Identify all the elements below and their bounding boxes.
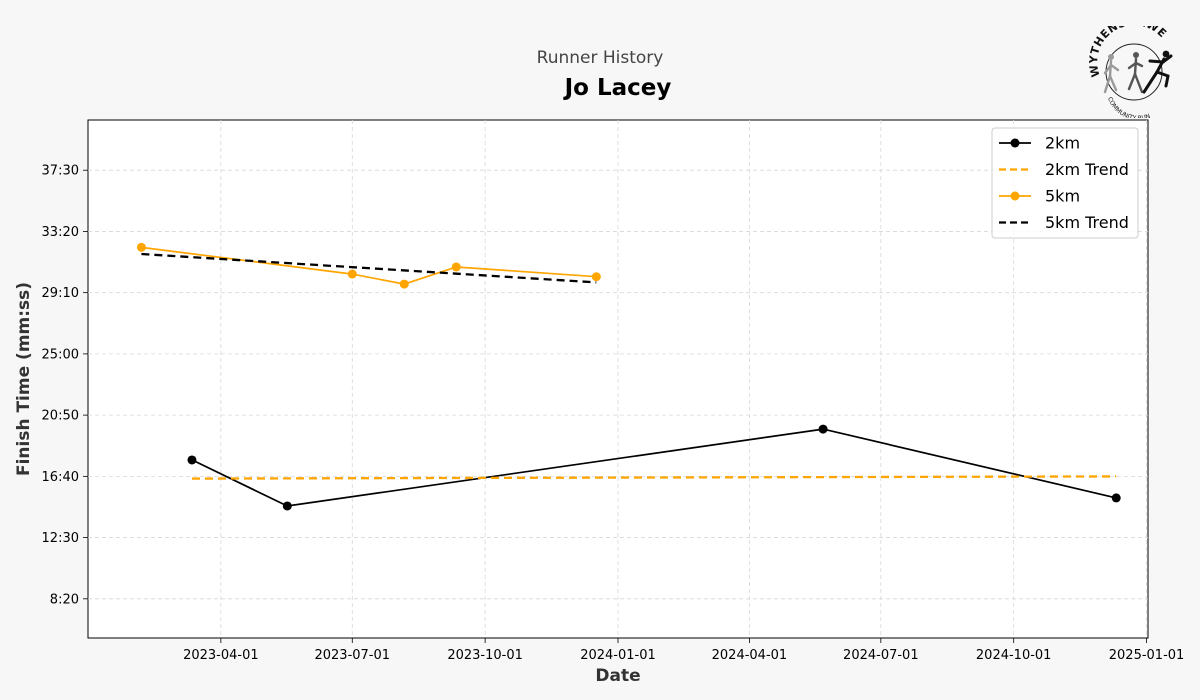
data-point-5km: [451, 262, 461, 272]
data-point-2km: [1111, 493, 1121, 503]
series-2km-trend: [191, 475, 1117, 480]
y-tick-label: 8:20: [50, 592, 79, 607]
data-point-2km: [187, 455, 197, 465]
y-tick-label: 20:50: [42, 409, 79, 424]
data-point-5km: [591, 272, 601, 282]
chart-title: Jo Lacey: [563, 75, 672, 101]
series-2km: [187, 424, 1121, 511]
wythenshawe-logo: WYTHENSHAWE COMMUNITY RUN: [1087, 26, 1173, 118]
y-tick-label: 37:30: [42, 164, 79, 179]
runner-silhouettes: [1103, 50, 1173, 94]
x-axis-label: Date: [595, 666, 640, 686]
legend-box: [991, 127, 1139, 239]
chart-supertitle: Runner History: [537, 48, 664, 68]
y-tick-label: 25:00: [42, 347, 79, 362]
y-tick-label: 29:10: [42, 286, 79, 301]
legend-label: 5km Trend: [1045, 213, 1129, 232]
legend-item: 5km Trend: [999, 213, 1129, 232]
x-tick-label: 2023-04-01: [183, 648, 259, 663]
y-tick-label: 33:20: [42, 225, 79, 240]
series-line-5km-trend: [141, 252, 597, 284]
y-axis-label: Finish Time (mm:ss): [14, 282, 34, 476]
x-tick-label: 2024-10-01: [976, 648, 1052, 663]
x-tick-label: 2025-01-01: [1109, 648, 1185, 663]
x-tick-label: 2024-07-01: [843, 648, 919, 663]
series-line-2km-trend: [191, 475, 1117, 480]
data-point-2km: [818, 424, 828, 434]
legend-marker: [1010, 138, 1020, 148]
grid-lines: [88, 120, 1148, 638]
legend-label: 2km: [1045, 134, 1080, 153]
series-line-2km: [191, 428, 1117, 507]
legend: 2km 2km Trend 5km 5km Trend: [991, 127, 1139, 239]
x-tick-label: 2024-04-01: [712, 648, 788, 663]
y-tick-label: 12:30: [42, 531, 79, 546]
x-tick-label: 2023-10-01: [447, 648, 523, 663]
x-tick-label: 2024-01-01: [580, 648, 656, 663]
title-group: Runner History Jo Lacey: [537, 48, 672, 101]
axis-ticks: 2023-04-01 2023-07-01 2023-10-01 2024-01-01…: [42, 164, 1185, 663]
legend-item: 5km: [999, 187, 1080, 206]
data-point-5km: [136, 242, 146, 252]
y-tick-label: 16:40: [42, 470, 79, 485]
series-layer: [136, 242, 1121, 511]
x-tick-label: 2023-07-01: [314, 648, 390, 663]
series-5km: [136, 242, 601, 289]
data-point-5km: [399, 279, 409, 289]
data-point-2km: [282, 501, 292, 511]
legend-label: 2km Trend: [1045, 160, 1129, 179]
legend-item: 2km Trend: [999, 160, 1129, 179]
legend-marker: [1010, 191, 1020, 201]
data-point-5km: [347, 269, 357, 279]
legend-label: 5km: [1045, 187, 1080, 206]
series-5km-trend: [141, 252, 597, 284]
legend-item: 2km: [999, 134, 1080, 153]
